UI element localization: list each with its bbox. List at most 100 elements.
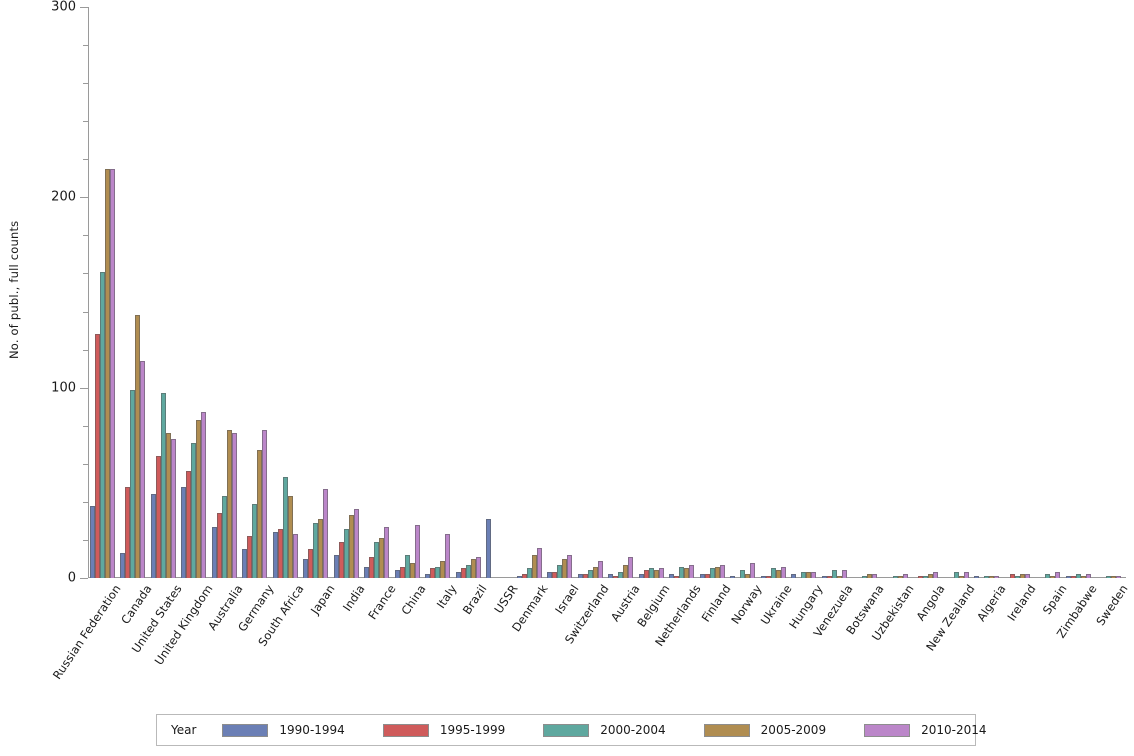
bar[interactable] — [140, 361, 146, 578]
bar[interactable] — [1065, 576, 1071, 578]
bar[interactable] — [516, 576, 522, 578]
bar[interactable] — [150, 494, 156, 578]
bar[interactable] — [608, 574, 614, 578]
bar[interactable] — [953, 572, 959, 578]
bar[interactable] — [272, 532, 278, 578]
bar[interactable] — [902, 574, 908, 578]
bar[interactable] — [125, 486, 131, 578]
bar[interactable] — [531, 555, 537, 578]
legend-item[interactable]: 2000-2004 — [543, 723, 666, 737]
bar[interactable] — [257, 450, 263, 578]
bar[interactable] — [262, 429, 268, 578]
bar[interactable] — [547, 572, 553, 578]
bar[interactable] — [801, 572, 807, 578]
bar[interactable] — [989, 576, 995, 578]
bar[interactable] — [435, 566, 441, 578]
bar[interactable] — [613, 576, 619, 578]
bar[interactable] — [557, 564, 563, 578]
bar[interactable] — [836, 576, 842, 578]
bar[interactable] — [465, 564, 471, 578]
bar[interactable] — [292, 534, 298, 578]
bar[interactable] — [379, 538, 385, 578]
bar[interactable] — [460, 568, 466, 578]
bar[interactable] — [684, 568, 690, 578]
bar[interactable] — [689, 564, 695, 578]
bar[interactable] — [923, 576, 929, 578]
bar[interactable] — [867, 574, 873, 578]
bar[interactable] — [587, 570, 593, 578]
bar[interactable] — [211, 526, 217, 578]
bar[interactable] — [135, 315, 141, 578]
bar[interactable] — [1045, 574, 1051, 578]
bar[interactable] — [399, 566, 405, 578]
bar[interactable] — [648, 568, 654, 578]
bar[interactable] — [974, 576, 980, 578]
bar[interactable] — [486, 519, 492, 578]
bar[interactable] — [318, 519, 324, 578]
bar[interactable] — [130, 389, 136, 578]
bar[interactable] — [394, 570, 400, 578]
bar[interactable] — [196, 420, 202, 578]
bar[interactable] — [94, 334, 100, 578]
bar[interactable] — [841, 570, 847, 578]
bar[interactable] — [928, 574, 934, 578]
bar[interactable] — [247, 536, 253, 578]
bar[interactable] — [374, 541, 380, 578]
bar[interactable] — [181, 486, 187, 578]
bar[interactable] — [353, 509, 359, 578]
bar[interactable] — [750, 562, 756, 578]
bar[interactable] — [897, 576, 903, 578]
bar[interactable] — [669, 574, 675, 578]
bar[interactable] — [826, 576, 832, 578]
bar[interactable] — [170, 439, 176, 578]
bar[interactable] — [455, 572, 461, 578]
bar[interactable] — [740, 570, 746, 578]
bar[interactable] — [348, 515, 354, 578]
bar[interactable] — [994, 576, 1000, 578]
bar[interactable] — [1116, 576, 1122, 578]
bar[interactable] — [760, 576, 766, 578]
bar[interactable] — [165, 433, 171, 578]
bar[interactable] — [618, 572, 624, 578]
bar[interactable] — [120, 553, 126, 578]
bar[interactable] — [99, 271, 105, 578]
bar[interactable] — [1050, 576, 1056, 578]
bar[interactable] — [252, 503, 258, 578]
bar[interactable] — [155, 456, 161, 578]
bar[interactable] — [765, 576, 771, 578]
bar[interactable] — [526, 568, 532, 578]
bar[interactable] — [404, 555, 410, 578]
bar[interactable] — [791, 574, 797, 578]
bar[interactable] — [231, 433, 237, 578]
bar[interactable] — [653, 570, 659, 578]
bar[interactable] — [1055, 572, 1061, 578]
bar[interactable] — [811, 572, 817, 578]
bar[interactable] — [287, 496, 293, 578]
bar[interactable] — [918, 576, 924, 578]
bar[interactable] — [277, 528, 283, 578]
bar[interactable] — [831, 570, 837, 578]
bar[interactable] — [643, 570, 649, 578]
bar[interactable] — [1075, 574, 1081, 578]
bar[interactable] — [567, 555, 573, 578]
bar[interactable] — [536, 547, 542, 578]
bar[interactable] — [191, 442, 197, 578]
bar[interactable] — [333, 555, 339, 578]
bar[interactable] — [1009, 574, 1015, 578]
bar[interactable] — [628, 557, 634, 578]
bar[interactable] — [623, 564, 629, 578]
bar[interactable] — [958, 576, 964, 578]
bar[interactable] — [338, 541, 344, 578]
bar[interactable] — [745, 574, 751, 578]
legend-item[interactable]: 1990-1994 — [222, 723, 345, 737]
bar[interactable] — [597, 560, 603, 578]
bar[interactable] — [521, 574, 527, 578]
bar[interactable] — [414, 524, 420, 578]
legend-item[interactable]: 2005-2009 — [703, 723, 826, 737]
bar[interactable] — [1085, 574, 1091, 578]
bar[interactable] — [577, 574, 583, 578]
bar[interactable] — [719, 564, 725, 578]
bar[interactable] — [714, 566, 720, 578]
bar[interactable] — [1014, 576, 1020, 578]
bar[interactable] — [552, 572, 558, 578]
